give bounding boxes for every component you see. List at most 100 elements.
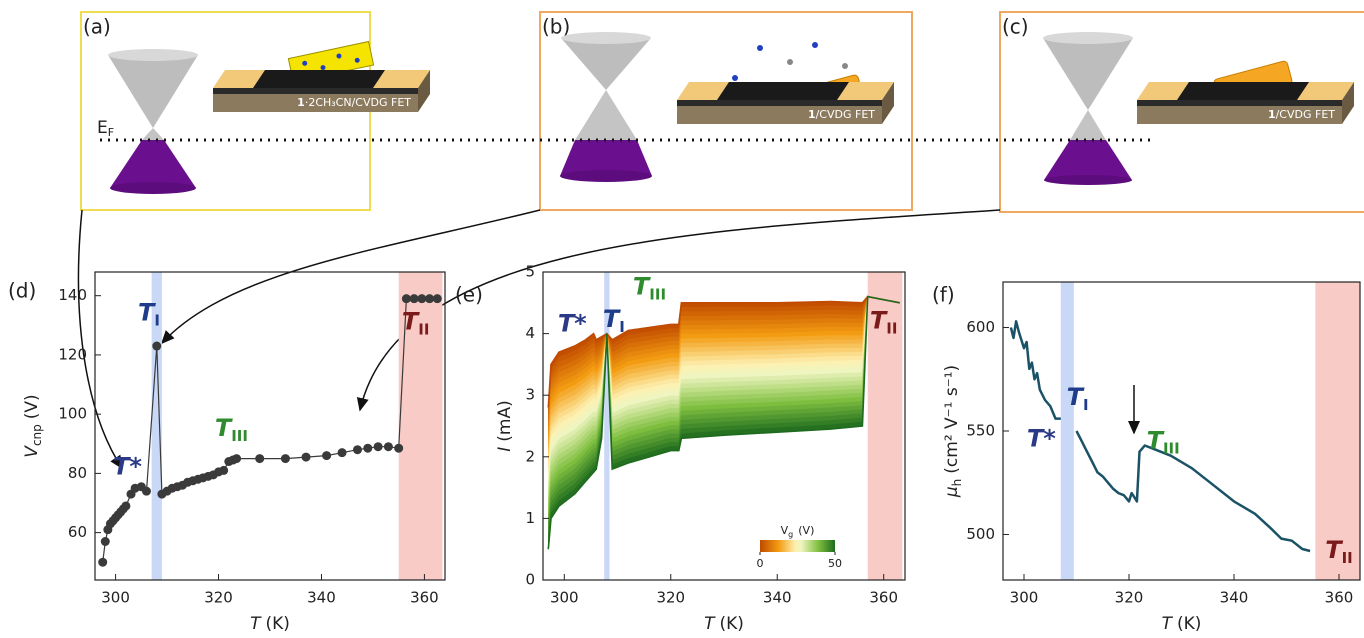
y-tick-label: 100 xyxy=(58,405,87,423)
transition-label-main: T xyxy=(1067,383,1085,411)
y-axis-label-unit: (V) xyxy=(22,394,42,419)
cone-b xyxy=(560,32,652,182)
transition-label: TI xyxy=(1067,383,1089,414)
transition-label: T* xyxy=(558,309,587,337)
y-axis-label-unit: (mA) xyxy=(495,400,515,441)
colorbar-tick-label: 50 xyxy=(828,557,842,570)
device-edge xyxy=(1137,100,1342,106)
data-point xyxy=(255,454,264,463)
graphene-channel xyxy=(1177,82,1309,100)
device-label: 1/CVDG FET xyxy=(808,108,875,121)
filled-states xyxy=(1044,140,1132,180)
panel-label: (e) xyxy=(455,283,483,307)
data-point xyxy=(402,294,411,303)
device-label: 1·2CH₃CN/CVDG FET xyxy=(297,96,411,109)
cone-upper xyxy=(1043,38,1133,110)
transition-label: TIII xyxy=(633,272,666,303)
molecule xyxy=(757,45,763,51)
y-tick-label: 1 xyxy=(525,509,535,527)
y-axis-label: μh(cm² V⁻¹ s⁻¹) xyxy=(942,365,964,498)
chart-panel: 300320340360500550600T(K)μh(cm² V⁻¹ s⁻¹)… xyxy=(932,282,1360,634)
plot-area xyxy=(1011,282,1360,580)
data-point xyxy=(101,537,110,546)
y-tick-label: 80 xyxy=(68,464,87,482)
transition-label-main: T xyxy=(402,307,420,335)
figure: (a) (b) (c) xyxy=(0,0,1364,638)
data-point xyxy=(417,294,426,303)
molecule xyxy=(842,63,848,69)
data-point xyxy=(281,454,290,463)
cone-bottom xyxy=(1044,175,1132,185)
fermi-label-sub: F xyxy=(108,126,114,139)
data-point xyxy=(425,294,434,303)
x-axis-label-unit: (K) xyxy=(265,614,289,634)
data-point xyxy=(322,451,331,460)
y-axis-label-unit: (cm² V⁻¹ s⁻¹) xyxy=(942,365,962,474)
cone-lower xyxy=(1070,110,1106,140)
x-axis-label-main: T xyxy=(704,614,716,634)
data-point xyxy=(433,294,442,303)
cone-lower xyxy=(575,90,637,140)
device: 1/CVDG FET xyxy=(1137,82,1354,124)
data-point xyxy=(374,442,383,451)
data-point xyxy=(302,453,311,462)
x-tick-label: 300 xyxy=(101,589,130,607)
colorbar-label-sub: g xyxy=(788,530,793,539)
transition-label-main: T* xyxy=(1027,424,1056,452)
transition-label-main: T* xyxy=(113,452,142,480)
compound: 1 xyxy=(297,96,305,109)
data-point xyxy=(410,294,419,303)
x-tick-label: 360 xyxy=(1325,589,1354,607)
filled-states xyxy=(110,140,196,188)
transition-label-sub: I xyxy=(1083,395,1089,413)
colorbar-label: Vg(V) xyxy=(781,524,815,539)
transition-label-main: T xyxy=(633,272,651,300)
y-axis-label: Vcnp(V) xyxy=(22,394,44,457)
fermi-label: EF xyxy=(97,118,114,139)
transition-label-sub: III xyxy=(231,426,248,444)
x-axis-label-unit: (K) xyxy=(719,614,743,634)
cone-top xyxy=(108,49,198,61)
x-axis-label: T(K) xyxy=(704,614,744,634)
link-arrow xyxy=(78,210,122,468)
plot-area xyxy=(548,272,902,580)
cone-upper xyxy=(108,55,198,128)
device-name: /CVDG FET xyxy=(816,108,876,121)
x-axis-label-main: T xyxy=(1162,614,1174,634)
y-tick-label: 5 xyxy=(525,263,535,281)
cone-lower xyxy=(142,128,164,140)
y-tick-label: 500 xyxy=(966,525,995,543)
x-tick-label: 360 xyxy=(410,589,439,607)
data-point xyxy=(142,487,151,496)
y-axis-label-sub: cnp xyxy=(30,424,44,446)
colorbar-tick-label: 0 xyxy=(757,557,764,570)
transition-label-main: T xyxy=(1147,426,1165,454)
transition-label: T* xyxy=(1027,424,1056,452)
transition-label: T* xyxy=(113,452,142,480)
transition-label-main: T xyxy=(1325,536,1343,564)
transition-label-main: T* xyxy=(558,309,587,337)
data-point xyxy=(353,445,362,454)
panel-label: (f) xyxy=(932,283,955,307)
y-tick-label: 4 xyxy=(525,324,535,342)
data-point xyxy=(121,501,130,510)
compound: 1 xyxy=(1268,108,1276,121)
y-tick-label: 550 xyxy=(966,422,995,440)
x-tick-label: 300 xyxy=(550,589,579,607)
data-point xyxy=(384,442,393,451)
cone-a xyxy=(108,49,198,194)
y-axis-label-main: I xyxy=(495,447,515,452)
cone-bottom xyxy=(110,182,196,194)
device-name: ·2CH₃CN/CVDG FET xyxy=(305,96,411,109)
transition-label: TIII xyxy=(1147,426,1180,457)
y-axis-label-sub: h xyxy=(950,479,964,487)
data-point xyxy=(363,444,372,453)
y-axis-label: I (mA) xyxy=(495,400,515,451)
x-tick-label: 340 xyxy=(763,589,792,607)
compound: 1 xyxy=(808,108,816,121)
transition-label-sub: III xyxy=(649,285,666,303)
transition-label-sub: III xyxy=(1163,439,1180,457)
transition-label-main: T xyxy=(215,414,233,442)
data-point xyxy=(219,466,228,475)
